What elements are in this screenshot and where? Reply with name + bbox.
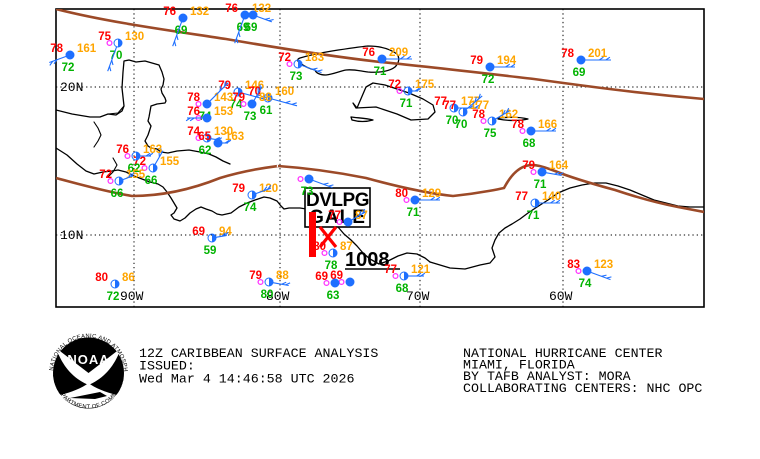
svg-text:71: 71 [374, 66, 387, 78]
svg-text:76: 76 [362, 47, 375, 59]
svg-text:69: 69 [192, 226, 205, 238]
svg-text:10N: 10N [60, 228, 83, 243]
svg-text:70W: 70W [406, 289, 430, 304]
svg-text:87: 87 [340, 241, 353, 253]
svg-text:80: 80 [95, 272, 108, 284]
svg-text:72: 72 [62, 62, 75, 74]
svg-text:69: 69 [245, 22, 258, 34]
svg-text:79: 79 [232, 183, 245, 195]
svg-text:121: 121 [411, 264, 431, 276]
svg-text:69: 69 [573, 67, 586, 79]
svg-text:63: 63 [327, 290, 340, 302]
svg-text:66: 66 [145, 175, 158, 187]
svg-text:86: 86 [122, 272, 135, 284]
svg-text:163: 163 [143, 144, 162, 156]
svg-text:78: 78 [50, 43, 63, 55]
svg-text:76: 76 [225, 3, 238, 15]
svg-text:90W: 90W [120, 289, 144, 304]
svg-text:NOAA: NOAA [67, 352, 109, 367]
svg-text:132: 132 [190, 6, 209, 18]
svg-text:74: 74 [579, 278, 592, 290]
svg-text:76: 76 [163, 6, 176, 18]
svg-text:123: 123 [594, 259, 613, 271]
svg-text:88: 88 [259, 92, 272, 104]
svg-text:209: 209 [389, 47, 408, 59]
svg-text:71: 71 [407, 207, 420, 219]
svg-text:130: 130 [125, 31, 144, 43]
svg-text:72: 72 [482, 74, 495, 86]
svg-text:183: 183 [305, 52, 324, 64]
svg-text:61: 61 [260, 105, 273, 117]
svg-text:60W: 60W [549, 289, 573, 304]
svg-text:77: 77 [443, 100, 456, 112]
svg-text:70: 70 [455, 119, 468, 131]
svg-text:80: 80 [261, 289, 274, 301]
svg-text:COLLABORATING CENTERS: NHC OPC: COLLABORATING CENTERS: NHC OPC [463, 381, 702, 396]
svg-text:59: 59 [204, 245, 217, 257]
svg-text:153: 153 [214, 106, 233, 118]
svg-text:71: 71 [534, 179, 547, 191]
svg-text:68: 68 [523, 138, 536, 150]
svg-text:155: 155 [126, 169, 146, 181]
svg-text:68: 68 [396, 283, 409, 295]
svg-text:73: 73 [244, 111, 257, 123]
svg-text:Wed Mar 4 14:46:58 UTC 2026: Wed Mar 4 14:46:58 UTC 2026 [139, 372, 354, 387]
svg-text:72: 72 [107, 291, 120, 303]
svg-text:201: 201 [588, 48, 608, 60]
svg-text:66: 66 [111, 188, 124, 200]
svg-text:71: 71 [400, 98, 413, 110]
svg-text:88: 88 [276, 270, 289, 282]
svg-text:79: 79 [470, 55, 483, 67]
svg-text:74: 74 [244, 202, 257, 214]
svg-text:71: 71 [527, 210, 540, 222]
svg-text:73: 73 [301, 186, 314, 198]
svg-text:77: 77 [515, 191, 528, 203]
svg-text:78: 78 [561, 48, 574, 60]
svg-text:62: 62 [199, 145, 212, 157]
svg-text:65: 65 [198, 131, 211, 143]
svg-text:20N: 20N [60, 80, 83, 95]
svg-text:73: 73 [290, 71, 303, 83]
svg-text:164: 164 [549, 160, 569, 172]
svg-text:161: 161 [77, 43, 97, 55]
svg-text:75: 75 [484, 128, 497, 140]
svg-text:155: 155 [160, 156, 180, 168]
svg-text:160: 160 [275, 86, 294, 98]
